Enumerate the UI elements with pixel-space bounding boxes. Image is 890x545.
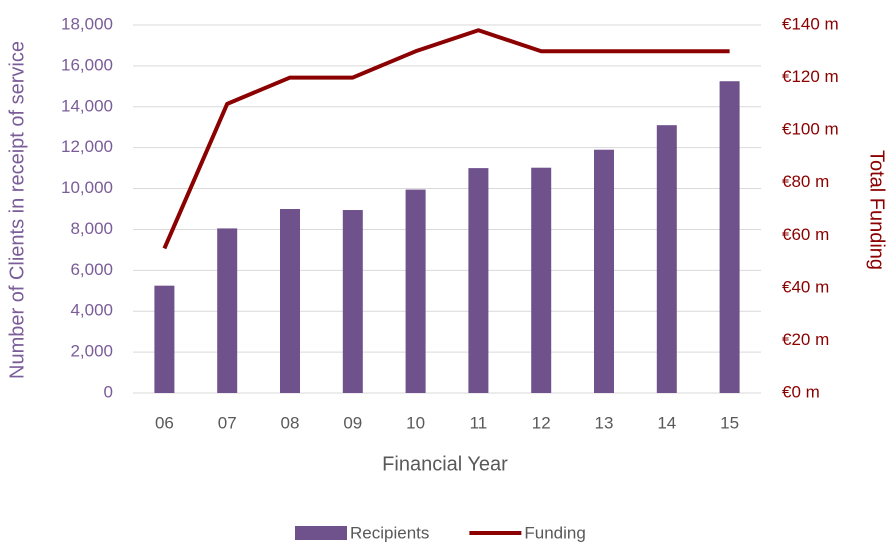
y-tick-label: 14,000 <box>61 96 113 115</box>
y-tick-label: 0 <box>104 382 113 401</box>
x-tick-label: 06 <box>155 413 174 432</box>
bar <box>656 125 677 393</box>
line <box>162 28 730 250</box>
bar <box>280 209 300 393</box>
bar <box>217 228 238 393</box>
y-tick-label: 2,000 <box>70 342 113 361</box>
y-tick-label: 18,000 <box>61 14 113 33</box>
x-tick-label: 14 <box>657 413 676 432</box>
y-tick-label: 6,000 <box>70 260 113 279</box>
y2-tick-label: €100 m <box>782 120 839 139</box>
y-tick-label: 16,000 <box>61 55 113 74</box>
x-axis-title: Financial Year <box>382 453 508 475</box>
y2-tick-label: €40 m <box>782 277 829 296</box>
y2-axis-title: Total Funding <box>866 150 888 270</box>
y2-tick-label: €120 m <box>782 67 839 86</box>
x-tick-label: 15 <box>720 413 739 432</box>
y2-tick-label: €20 m <box>782 330 829 349</box>
bar <box>468 168 489 393</box>
y-tick-label: 12,000 <box>61 137 113 156</box>
y-tick-label: 8,000 <box>70 219 113 238</box>
y2-tick-label: €140 m <box>782 14 839 33</box>
legend-swatch <box>295 526 347 540</box>
y-tick-label: 4,000 <box>70 301 113 320</box>
bar <box>594 149 614 393</box>
y-tick-label: 10,000 <box>61 178 113 197</box>
x-tick-label: 09 <box>343 413 362 432</box>
x-tick-label: 10 <box>406 413 425 432</box>
x-tick-label: 13 <box>595 413 614 432</box>
bar <box>342 210 363 393</box>
y2-tick-label: €0 m <box>782 382 820 401</box>
y2-tick-label: €60 m <box>782 225 829 244</box>
x-tick-label: 11 <box>470 413 488 432</box>
bar <box>719 81 740 393</box>
bar <box>531 167 552 393</box>
x-tick-label: 07 <box>218 413 237 432</box>
x-tick-label: 12 <box>532 413 551 432</box>
bar <box>405 189 426 393</box>
y2-tick-label: €80 m <box>782 172 829 191</box>
legend-label: Funding <box>524 523 585 542</box>
legend-label: Recipients <box>350 523 429 542</box>
y-axis-title: Number of Clients in receipt of service <box>6 41 28 379</box>
bar <box>154 285 175 393</box>
x-tick-label: 08 <box>281 413 300 432</box>
